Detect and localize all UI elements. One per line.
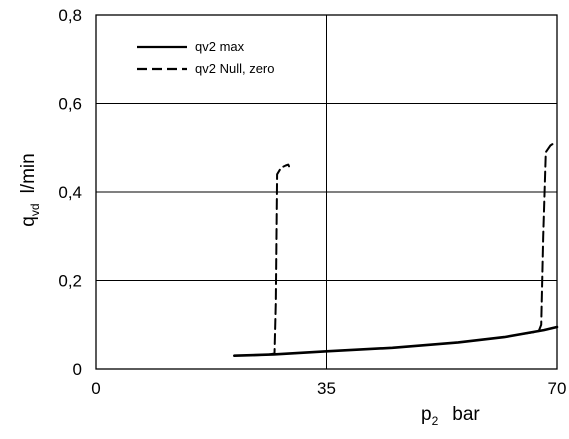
series-line-2: [523, 142, 556, 335]
legend: qv2 max qv2 Null, zero: [137, 39, 274, 76]
y-tick-label: 0,4: [58, 183, 82, 202]
x-axis-label-unit: bar: [452, 404, 480, 425]
y-tick-label: 0: [73, 360, 82, 379]
x-tick-labels: 0 35 70: [91, 379, 566, 398]
y-tick-labels: 0 0,2 0,4 0,6 0,8: [58, 6, 82, 379]
x-tick-label: 70: [548, 379, 567, 398]
y-tick-label: 0,8: [58, 6, 82, 25]
legend-label-2: qv2 Null, zero: [195, 61, 274, 76]
y-axis-label-sub: vd: [28, 203, 42, 216]
y-axis-label: qvd l/min: [18, 153, 42, 226]
x-tick-label: 0: [91, 379, 100, 398]
y-tick-label: 0,6: [58, 95, 82, 114]
y-axis-label-unit: l/min: [18, 153, 39, 193]
series-line-1: [233, 325, 559, 357]
x-axis-label-main: p: [421, 404, 432, 425]
series-line-2: [253, 163, 290, 357]
grid: [96, 15, 557, 369]
series-layer: [233, 142, 559, 357]
x-axis-label-sub: 2: [432, 414, 439, 428]
y-tick-label: 0,2: [58, 272, 82, 291]
x-axis-label: p2 bar: [421, 404, 480, 428]
plot-frame: [95, 14, 558, 370]
y-axis-label-main: q: [18, 216, 39, 227]
x-tick-label: 35: [317, 379, 336, 398]
legend-label-1: qv2 max: [195, 39, 245, 54]
